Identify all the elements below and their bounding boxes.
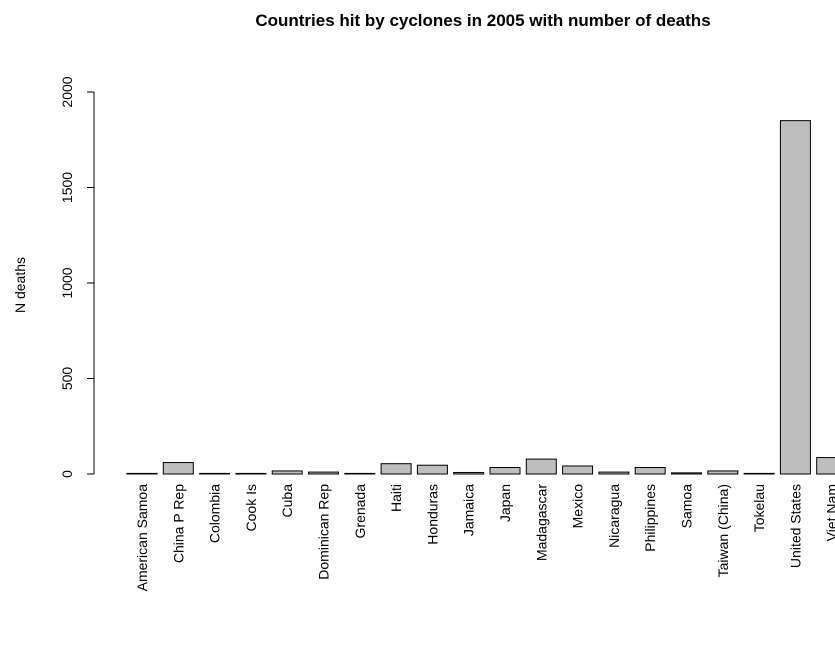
bar <box>126 472 158 475</box>
bar <box>489 467 521 475</box>
bar <box>453 471 485 475</box>
x-tick-label: Jamaica <box>461 484 477 536</box>
bar <box>779 120 811 475</box>
x-tick-label: Tokelau <box>751 484 767 532</box>
bar <box>308 471 339 475</box>
y-tick-label: 1000 <box>59 267 75 298</box>
bar <box>380 463 412 475</box>
y-tick-label: 2000 <box>59 76 75 107</box>
x-tick-label: Madagascar <box>533 484 549 561</box>
bar <box>271 470 303 475</box>
bar <box>816 457 835 475</box>
x-tick-label: Honduras <box>424 484 440 545</box>
bars-group <box>126 120 835 475</box>
y-tick-label: 500 <box>59 367 75 391</box>
bar <box>199 472 231 475</box>
x-tick-label: Samoa <box>679 484 695 529</box>
x-tick-label: Haiti <box>388 484 404 512</box>
x-tick-label: United States <box>787 484 803 568</box>
bar <box>562 465 594 475</box>
y-axis-label: N deaths <box>12 257 28 313</box>
bar <box>598 471 630 475</box>
y-axis-ticks: 0 500 1000 1500 2000 <box>59 76 94 478</box>
x-tick-label: Nicaragua <box>606 484 622 548</box>
x-tick-label: Philippines <box>642 484 658 552</box>
x-tick-label: Japan <box>497 484 513 522</box>
x-tick-label: Mexico <box>570 484 586 529</box>
x-tick-label: Dominican Rep <box>316 484 332 580</box>
bar <box>235 472 267 475</box>
x-tick-label: Colombia <box>207 484 223 543</box>
x-tick-label: American Samoa <box>134 484 150 592</box>
bar <box>525 458 557 475</box>
chart-title: Countries hit by cyclones in 2005 with n… <box>255 11 710 30</box>
x-tick-label: Taiwan (China) <box>715 484 731 577</box>
y-tick-label: 1500 <box>59 172 75 203</box>
bar <box>416 464 448 475</box>
x-tick-label: Cook Is <box>243 484 259 531</box>
x-tick-label: Cuba <box>279 484 295 518</box>
x-tick-label: China P Rep <box>170 484 186 563</box>
bar <box>162 462 194 475</box>
bar <box>344 472 376 475</box>
x-tick-label: Viet Nam <box>824 484 835 541</box>
bar <box>671 472 702 475</box>
x-axis-labels: American Samoa China P Rep Colombia Cook Is… <box>134 484 835 592</box>
y-tick-label: 0 <box>59 470 75 478</box>
bar <box>743 472 775 475</box>
bar <box>634 467 666 475</box>
bar <box>707 470 739 475</box>
x-tick-label: Grenada <box>352 484 368 539</box>
